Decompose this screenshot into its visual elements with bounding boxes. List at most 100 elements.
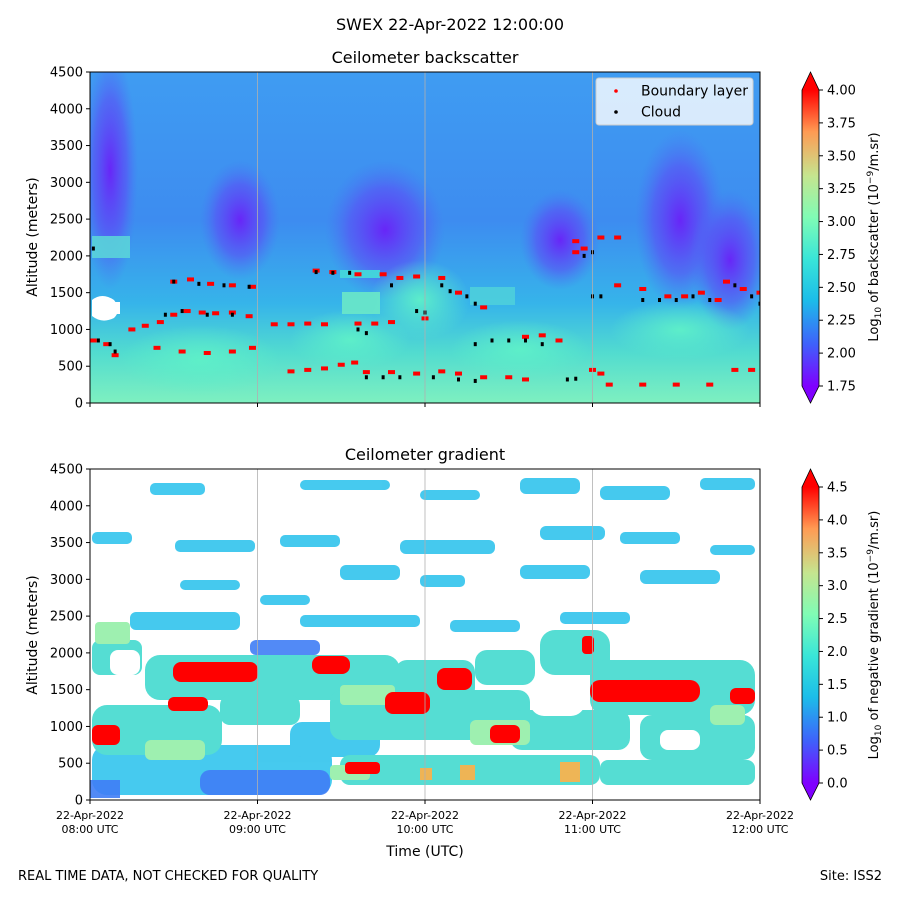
boundary-layer-point <box>351 360 359 365</box>
boundary-layer-point <box>287 322 295 327</box>
cloud-point <box>113 349 117 354</box>
boundary-layer-point <box>337 362 345 367</box>
x-tick-label: 22-Apr-2022 <box>726 809 794 822</box>
boundary-layer-point <box>723 279 730 284</box>
cloud-point <box>440 283 444 288</box>
cloud-point <box>524 338 527 343</box>
x-tick-label: 22-Apr-2022 <box>391 809 459 822</box>
cloud-point <box>108 342 112 347</box>
boundary-layer-point <box>228 283 236 288</box>
y-tick-label: 1500 <box>50 683 83 698</box>
colorbar-tick-label: 2.0 <box>827 645 848 660</box>
boundary-layer-point <box>207 281 215 286</box>
y-tick-label: 2000 <box>50 249 83 264</box>
site-label: Site: ISS2 <box>819 869 882 884</box>
boundary-layer-point <box>538 333 546 338</box>
boundary-layer-point <box>379 272 387 277</box>
boundary-layer-point <box>304 367 312 372</box>
boundary-layer-point <box>664 294 672 299</box>
y-tick-label: 4500 <box>50 463 83 478</box>
boundary-layer-point <box>572 239 580 244</box>
boundary-layer-point <box>480 375 488 380</box>
boundary-layer-point <box>248 284 256 289</box>
colorbar-tick-label: 0.5 <box>827 744 848 759</box>
cloud-point <box>674 298 678 303</box>
legend-boundary-label: Boundary layer <box>641 84 748 100</box>
colorbar-tick-label: 3.00 <box>827 215 856 230</box>
boundary-layer-point <box>697 290 705 295</box>
boundary-layer-point <box>522 377 529 382</box>
boundary-layer-point <box>228 310 236 315</box>
boundary-layer-point <box>198 310 206 315</box>
boundary-layer-point <box>455 371 462 376</box>
cloud-point <box>448 289 452 294</box>
y-tick-label: 4000 <box>50 102 83 117</box>
y-tick-label: 3500 <box>50 139 83 154</box>
cloud-point <box>750 294 754 299</box>
cloud-point <box>96 338 100 343</box>
quality-disclaimer: REAL TIME DATA, NOT CHECKED FOR QUALITY <box>18 869 319 884</box>
boundary-layer-point <box>354 321 362 326</box>
vertical-gridlines <box>257 72 593 800</box>
boundary-layer-point <box>111 353 119 358</box>
cloud-point <box>230 312 234 317</box>
x-tick-label: 22-Apr-2022 <box>56 809 124 822</box>
cloud-point <box>431 375 435 380</box>
x-tick-label: 11:00 UTC <box>564 823 621 836</box>
x-tick-label: 22-Apr-2022 <box>558 809 626 822</box>
boundary-layer-point <box>248 345 256 350</box>
colorbar-tick-label: 0.0 <box>827 777 848 792</box>
boundary-layer-point <box>522 334 529 339</box>
cloud-point <box>356 327 360 332</box>
y-tick-label: 500 <box>58 757 83 772</box>
colorbar-ticks: 1.752.002.252.502.753.003.253.503.754.00… <box>819 84 856 792</box>
colorbar-tick-label: 3.5 <box>827 546 848 561</box>
legend-boundary-marker <box>614 89 618 93</box>
bottom-colorbar <box>801 468 820 801</box>
backscatter-markers <box>90 235 760 387</box>
boundary-layer-point <box>438 275 446 280</box>
boundary-layer-point <box>580 246 588 251</box>
cloud-point <box>163 312 167 317</box>
boundary-layer-point <box>681 294 689 299</box>
boundary-layer-point <box>714 298 722 303</box>
boundary-layer-point <box>706 382 714 387</box>
colorbar-tick-label: 2.00 <box>827 347 856 362</box>
colorbar-tick-label: 4.0 <box>827 513 848 528</box>
y-tick-label: 0 <box>75 397 83 412</box>
boundary-layer-point <box>480 305 488 310</box>
cloud-point <box>691 294 695 299</box>
colorbar-tick-label: 4.00 <box>827 84 856 99</box>
boundary-layer-point <box>572 250 580 255</box>
gradient-heatmap <box>90 469 760 800</box>
boundary-layer-point <box>321 366 328 371</box>
cloud-point <box>222 283 226 288</box>
boundary-layer-point <box>388 370 395 375</box>
cloud-point <box>364 375 368 380</box>
cloud-point <box>457 377 460 382</box>
boundary-layer-point <box>614 235 622 240</box>
x-tick-label: 09:00 UTC <box>229 823 286 836</box>
boundary-layer-point <box>321 322 328 327</box>
cloud-point <box>658 298 661 303</box>
y-tick-label: 2500 <box>50 213 83 228</box>
boundary-layer-point <box>639 382 647 387</box>
y-tick-label: 3000 <box>50 573 83 588</box>
y-tick-label: 1000 <box>50 720 83 735</box>
cloud-point <box>314 270 318 275</box>
boundary-layer-point <box>287 369 295 374</box>
legend-cloud-label: Cloud <box>641 105 681 121</box>
boundary-layer-point <box>505 375 513 380</box>
boundary-layer-point <box>748 367 756 372</box>
boundary-layer-point <box>304 321 312 326</box>
cloud-point <box>473 301 477 306</box>
y-tick-label: 1000 <box>50 323 83 338</box>
bottom-colorbar-label: Log10 of negative gradient (10−9/m.sr) <box>866 511 884 760</box>
boundary-layer-point <box>413 371 421 376</box>
colorbar-tick-label: 2.25 <box>827 314 856 329</box>
colorbar-tick-label: 2.50 <box>827 281 856 296</box>
colorbar-tick-label: 3.75 <box>827 116 856 131</box>
top-y-axis-label: Altitude (meters) <box>25 177 41 297</box>
colorbar-tick-label: 2.5 <box>827 612 848 627</box>
